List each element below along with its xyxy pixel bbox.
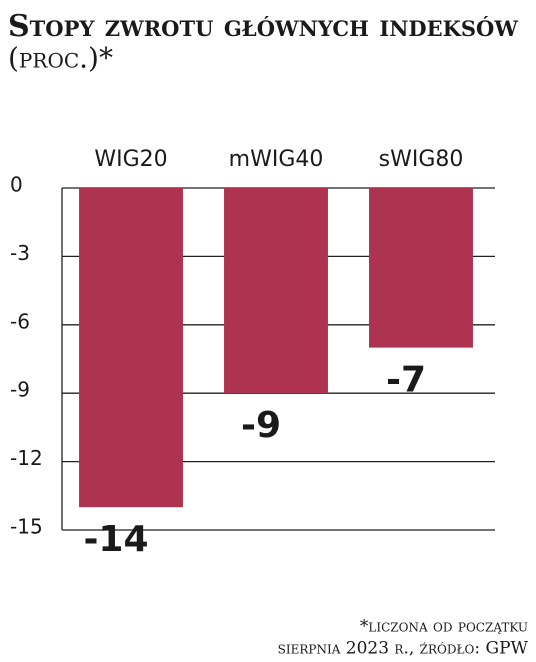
bar (224, 188, 328, 394)
y-tick-label: -12 (10, 446, 43, 470)
x-tick-label: mWIG40 (229, 147, 324, 172)
y-tick-label: 0 (10, 173, 23, 197)
x-tick-label: sWIG80 (379, 147, 464, 172)
chart-title: Stopy zwrotu głównych indeksów (8, 9, 518, 44)
y-tick-label: -9 (10, 378, 30, 402)
value-label: -7 (386, 360, 426, 401)
y-tick-label: -3 (10, 241, 30, 265)
y-tick-label: -6 (10, 309, 30, 333)
bar (79, 188, 183, 508)
x-tick-label: WIG20 (94, 147, 167, 172)
bar (369, 188, 473, 348)
value-label: -9 (241, 405, 281, 446)
value-label: -14 (83, 519, 148, 560)
y-tick-label: -15 (10, 515, 43, 539)
footnote: sierpnia 2023 r., źródło: GPW (278, 639, 529, 659)
unit-label: (proc.)* (8, 42, 113, 75)
footnote: *liczona od początku (360, 617, 528, 637)
